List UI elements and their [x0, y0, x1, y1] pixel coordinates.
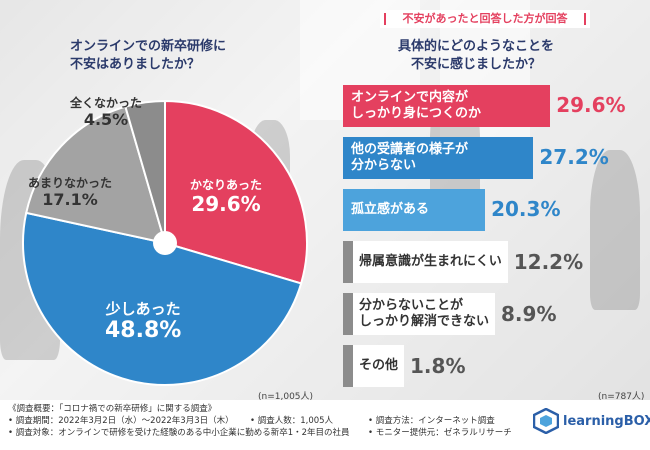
bar: その他	[343, 345, 405, 387]
pie-label-mattaku: 全くなかった 4.5%	[70, 96, 142, 130]
bar-question: 具体的にどのようなことを 不安に感じましたか？	[398, 38, 554, 74]
bar-row: 帰属意識が生まれにくい 12.2%	[343, 241, 583, 283]
bar-value-label: 8.9%	[501, 302, 557, 326]
pie-center-hole	[153, 231, 177, 255]
pie-slice-name: あまりなかった	[28, 176, 113, 190]
pie-label-amari: あまりなかった 17.1%	[28, 176, 112, 210]
pie-sample-size: (n=1,005人)	[258, 392, 314, 402]
pie-slice-pct: 48.8%	[105, 318, 182, 343]
pie-slice-name: 少しあった	[105, 300, 181, 318]
background-person	[590, 150, 640, 310]
pie-question: オンラインでの新卒研修に 不安はありましたか？	[70, 38, 226, 74]
pie-slice-pct: 17.1%	[42, 190, 98, 210]
pie-label-kanari: かなりあった 29.6%	[190, 178, 262, 216]
survey-method: • 調査方法：インターネット調査	[368, 416, 495, 426]
bar-question-line2: 不安に感じましたか？	[411, 57, 542, 72]
pie-slice-0	[164, 99, 308, 285]
bar-row: その他 1.8%	[343, 345, 465, 387]
bar-sample-size: (n=787人)	[598, 392, 645, 402]
bar: 孤立感がある	[343, 189, 486, 231]
logo-text: learningBOX	[563, 413, 650, 429]
pie-question-line2: 不安はありましたか？	[70, 57, 201, 72]
survey-period: • 調査期間：2022年3月2日（水）〜2022年3月3日（木）	[8, 416, 234, 426]
bar-question-line1: 具体的にどのようなことを	[398, 39, 555, 54]
bar: 他の受講者の様子が 分からない	[343, 137, 534, 179]
pie-slice-pct: 4.5%	[83, 110, 129, 130]
pie-label-sukoshi: 少しあった 48.8%	[105, 300, 181, 344]
logo: learningBOX	[533, 408, 650, 434]
bar-value-label: 20.3%	[491, 197, 561, 221]
survey-title: 《調査概要：「コロナ禍での新卒研修」に関する調査》	[8, 404, 217, 414]
bar: 帰属意識が生まれにくい	[343, 241, 508, 283]
bar-value-label: 12.2%	[513, 250, 584, 274]
pie-slice-1	[22, 211, 303, 386]
footer: 《調査概要：「コロナ禍での新卒研修」に関する調査》 • 調査期間：2022年3月…	[0, 400, 650, 450]
learningbox-logo-icon	[533, 408, 559, 434]
pie-slice-name: 全くなかった	[70, 96, 143, 110]
pie-slice-name: かなりあった	[190, 178, 263, 192]
bar-value-label: 1.8%	[410, 354, 466, 378]
pie-question-line1: オンラインでの新卒研修に	[70, 39, 227, 54]
bar: 分からないことが しっかり解消できない	[343, 293, 496, 335]
bar-row: 分からないことが しっかり解消できない 8.9%	[343, 293, 556, 335]
pie-slice-3	[124, 99, 166, 244]
bar-value-label: 29.6%	[556, 93, 626, 117]
bar: オンラインで内容が しっかり身につくのか	[343, 85, 551, 127]
survey-target: • 調査対象：オンラインで研修を受けた経験のある中小企業に勤める新卒1・2年目の…	[8, 428, 350, 438]
pie-chart	[22, 99, 308, 386]
pie-slice-2	[25, 105, 167, 245]
bar-value-label: 27.2%	[539, 145, 609, 169]
bar-chart-header: 不安があったと回答した方が回答	[380, 10, 590, 28]
survey-provider: • モニター提供元：ゼネラルリサーチ	[368, 428, 512, 438]
survey-respondents: • 調査人数：1,005人	[250, 416, 334, 426]
pie-slice-pct: 29.6%	[191, 192, 261, 217]
